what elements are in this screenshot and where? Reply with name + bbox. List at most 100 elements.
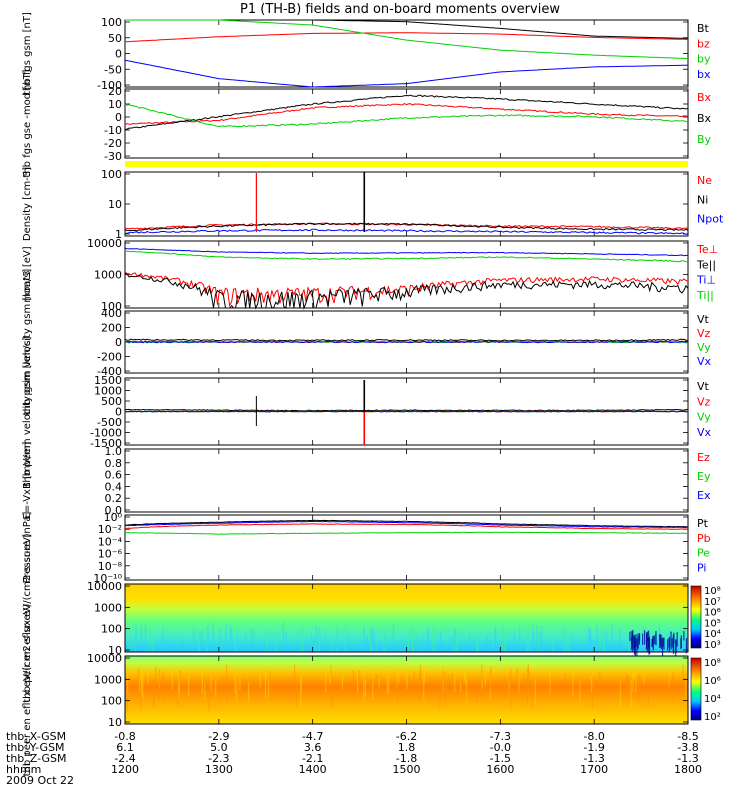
series-line-Ne bbox=[124, 222, 689, 230]
legend-entry-Pt: Pt bbox=[697, 517, 709, 530]
spectrogram-streak bbox=[147, 670, 149, 685]
colorbar-tick-label: 10³ bbox=[704, 640, 721, 651]
legend-entry-Pb: Pb bbox=[697, 532, 711, 545]
spectrogram-streak bbox=[141, 676, 143, 696]
series-line-Vt bbox=[124, 338, 688, 342]
spectrogram-streak bbox=[572, 668, 574, 697]
spectrogram-streak bbox=[408, 676, 410, 696]
spectrogram-streak bbox=[372, 681, 374, 700]
spectrogram-streak bbox=[549, 666, 551, 695]
colorbar-tick-label: 10⁷ bbox=[704, 597, 721, 608]
spectrogram-streak bbox=[644, 630, 646, 645]
spectrogram-streak bbox=[274, 641, 276, 652]
spectrogram-streak bbox=[423, 674, 425, 701]
spectrogram-streak bbox=[635, 671, 637, 693]
y-axis-label: moat3 [eV] bbox=[22, 246, 33, 302]
y-tick-label: 10000 bbox=[87, 580, 122, 593]
spectrogram-streak bbox=[611, 622, 613, 652]
spectrogram-streak bbox=[336, 622, 338, 652]
y-tick-label: 1000 bbox=[94, 385, 122, 398]
spectrogram-streak bbox=[212, 622, 214, 652]
spectrogram-streak bbox=[388, 675, 390, 695]
spectrogram-streak bbox=[206, 628, 209, 652]
panel-7: 1.00.80.60.40.20.0 E=-VxB [mV/m] Ez Ey Ex bbox=[22, 441, 711, 519]
spectrogram-streak bbox=[392, 622, 395, 652]
spectrogram-streak bbox=[633, 665, 635, 681]
spectrogram-streak bbox=[294, 664, 296, 685]
legend-entry-Bt: Bt bbox=[697, 22, 710, 35]
spectrogram-streak bbox=[519, 625, 521, 652]
spectrogram-streak bbox=[591, 681, 593, 710]
spectrogram-streak bbox=[663, 637, 665, 650]
spectrogram-streak bbox=[516, 667, 518, 693]
spectrogram-streak bbox=[171, 637, 174, 652]
spectrogram-streak bbox=[434, 622, 436, 652]
spectrogram-streak bbox=[541, 626, 543, 652]
y-tick-label: 1 bbox=[115, 228, 122, 241]
legend-entry-Ne: Ne bbox=[697, 174, 712, 187]
spectrogram-streak bbox=[371, 631, 374, 652]
flag-bar bbox=[125, 161, 688, 167]
spectrogram-streak bbox=[662, 637, 664, 647]
y-tick-label: 10⁻⁶ bbox=[98, 548, 123, 561]
spectrogram-streak bbox=[534, 679, 536, 706]
spectrogram-streak bbox=[448, 674, 450, 686]
y-axis-label: thb peer en eflux eV/(cm2-s-sr-eV) bbox=[22, 604, 33, 777]
panel-4: 10000 1000 100 moat3 [eV] Te⊥ Te|| Ti⊥ Ti|| bbox=[22, 237, 718, 313]
spectrogram-streak bbox=[366, 635, 368, 652]
spectrogram-streak bbox=[367, 639, 369, 652]
footer-z_gsm-value: -1.3 bbox=[583, 752, 605, 765]
spectrogram-streak bbox=[169, 638, 171, 652]
y-tick-label: -400 bbox=[97, 365, 122, 378]
spectrogram-streak bbox=[252, 629, 255, 652]
spectrogram-streak bbox=[301, 625, 304, 652]
colorbar bbox=[690, 585, 702, 649]
y-tick-label: 200 bbox=[101, 322, 122, 335]
spectrogram-streak bbox=[373, 629, 375, 652]
series-line-by bbox=[125, 19, 688, 59]
spectrogram-streak bbox=[669, 631, 671, 652]
spectrogram-streak bbox=[247, 682, 250, 702]
spectrogram-streak bbox=[605, 631, 607, 652]
spectrogram-streak bbox=[397, 665, 400, 683]
series-line-By bbox=[124, 103, 689, 128]
footer-date: 2009 Oct 22 bbox=[6, 774, 75, 787]
spectrogram-streak bbox=[314, 635, 316, 652]
y-tick-label: 0 bbox=[115, 48, 122, 61]
spectrogram-streak bbox=[413, 670, 415, 688]
spectrogram-streak bbox=[532, 622, 534, 652]
y-tick-label: 1500 bbox=[94, 374, 122, 387]
spectrogram-streak bbox=[159, 669, 161, 683]
spectrogram-streak bbox=[300, 674, 302, 695]
y-tick-label: 0 bbox=[115, 336, 122, 349]
y-tick-label: -20 bbox=[104, 137, 122, 150]
y-tick-label: 1000 bbox=[94, 601, 122, 614]
footer-z_gsm-value: -2.1 bbox=[301, 752, 324, 765]
spectrogram-streak bbox=[331, 677, 333, 707]
y-tick-label: 10⁰ bbox=[104, 511, 123, 524]
spectrogram-streak bbox=[411, 626, 414, 652]
series-line-Vt bbox=[124, 408, 689, 412]
spectrogram-streak bbox=[236, 682, 238, 702]
spectrogram-streak bbox=[201, 670, 203, 694]
y-axis-label: thb peem velocity gsm [km/s] bbox=[22, 336, 33, 486]
spectrogram-streak bbox=[171, 666, 173, 690]
legend-entry-Npot: Npot bbox=[697, 213, 724, 226]
spectrogram-streak bbox=[318, 625, 320, 652]
spectrogram-streak bbox=[454, 628, 456, 652]
panel-1: 100 50 0 -50 -100 thb fgs gsm [nT] Bt bz by bx bbox=[22, 12, 711, 95]
footer-y_gsm-value: -3.8 bbox=[677, 741, 699, 754]
colorbar-tick-label: 10² bbox=[704, 712, 721, 723]
spectrogram-streak bbox=[282, 622, 285, 652]
spectrogram-streak bbox=[685, 675, 687, 704]
spectrogram-streak bbox=[179, 670, 181, 682]
series-line-Pt bbox=[125, 519, 689, 528]
spectrogram-streak bbox=[275, 632, 277, 652]
spectrogram-streak bbox=[476, 676, 478, 703]
spectrogram-streak bbox=[410, 640, 412, 652]
spectrogram-streak bbox=[215, 679, 217, 698]
spectrogram-streak bbox=[465, 674, 467, 686]
spectrogram-streak bbox=[219, 629, 221, 652]
spectrogram-streak bbox=[226, 678, 228, 704]
